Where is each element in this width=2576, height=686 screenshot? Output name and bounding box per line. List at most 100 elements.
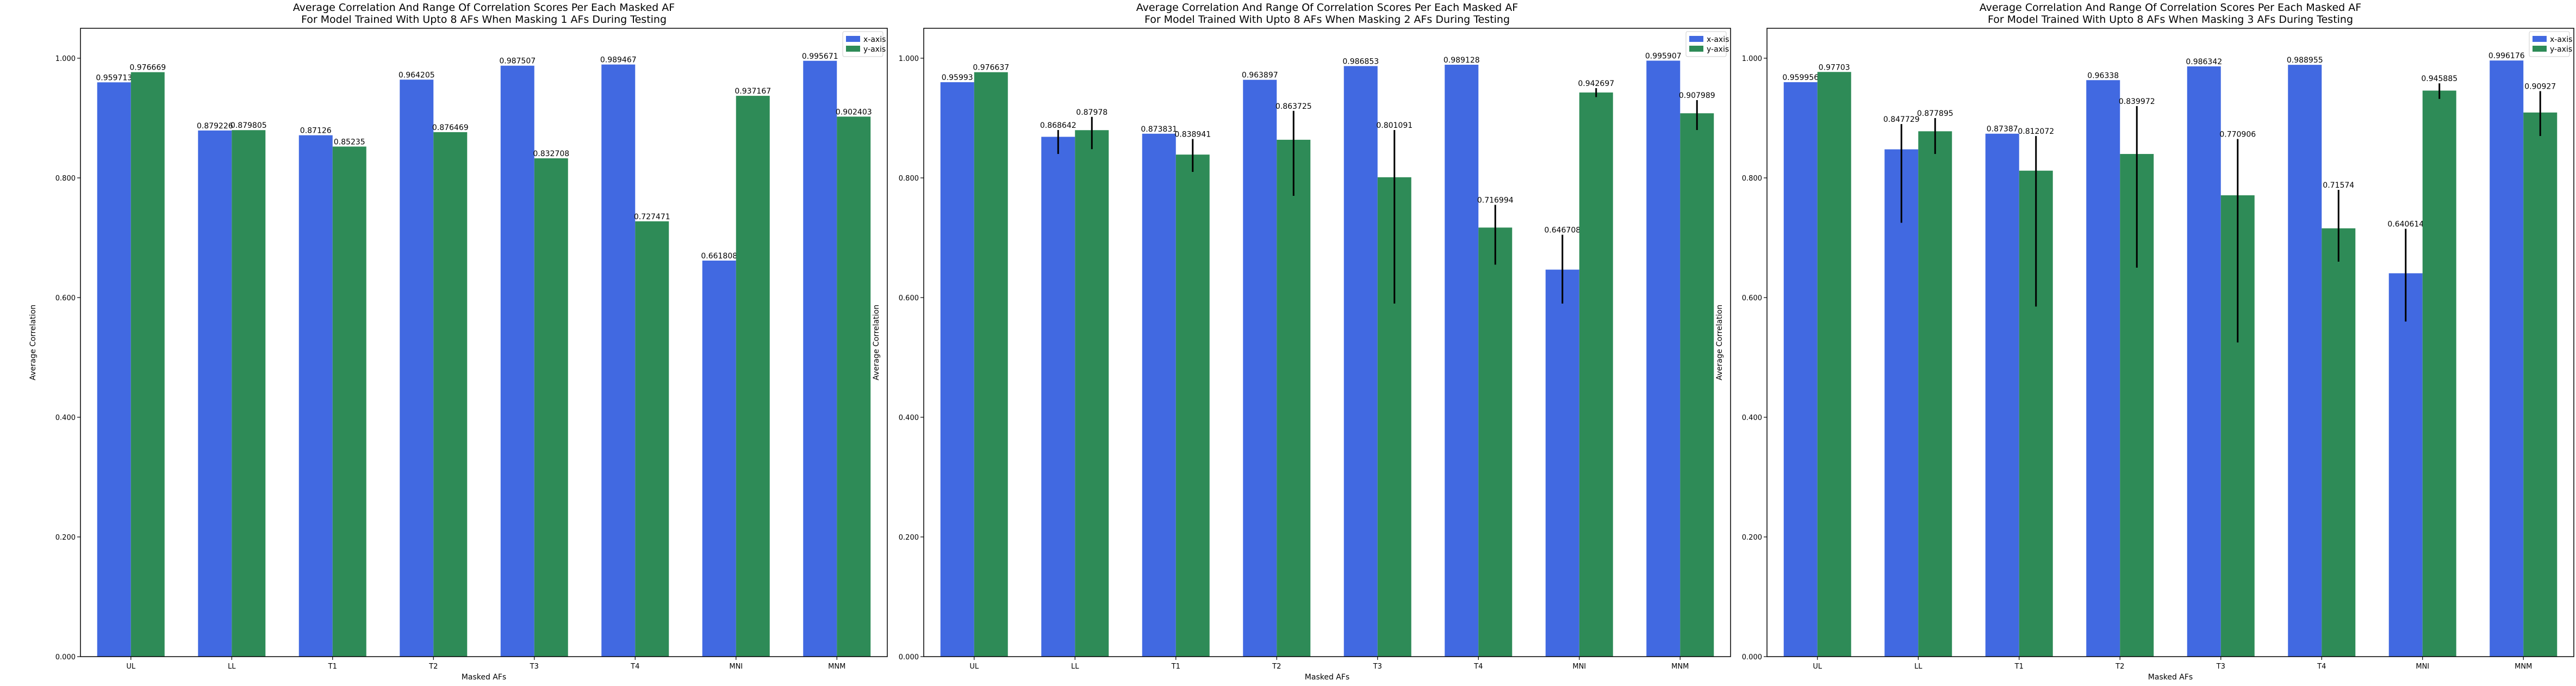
data-label-x-axis-UL: 0.959956: [1782, 73, 1819, 82]
bar-x-axis-T4: [2288, 65, 2322, 657]
legend-swatch-y-axis: [846, 46, 860, 52]
legend: x-axisy-axis: [843, 32, 886, 57]
x-axis-label: Masked AFs: [1305, 673, 1349, 682]
y-tick-label: 0.200: [55, 534, 76, 542]
data-label-x-axis-T1: 0.873831: [1141, 125, 1177, 134]
y-tick-label: 0.800: [55, 175, 76, 183]
bar-x-axis-T3: [1344, 66, 1378, 657]
y-tick-label: 0.800: [899, 175, 919, 183]
bar-x-axis-MNI: [702, 261, 736, 657]
legend-label-x-axis: x-axis: [1707, 35, 1729, 44]
data-label-y-axis-LL: 0.877895: [1917, 109, 1953, 118]
bar-y-axis-T4: [1478, 227, 1512, 657]
x-tick-label: LL: [1914, 663, 1922, 671]
bar-x-axis-T3: [501, 66, 534, 657]
x-tick-label: T3: [1373, 663, 1382, 671]
bar-x-axis-T1: [1142, 134, 1176, 657]
bar-x-axis-LL: [1884, 149, 1918, 657]
y-tick-label: 0.000: [899, 653, 919, 662]
data-label-x-axis-LL: 0.868642: [1040, 121, 1077, 130]
bar-y-axis-T3: [534, 158, 568, 657]
data-label-x-axis-LL: 0.879226: [197, 122, 233, 131]
bar-x-axis-MNM: [803, 61, 837, 657]
bar-y-axis-MNI: [736, 96, 770, 657]
bar-y-axis-LL: [1918, 131, 1952, 657]
y-tick-label: 0.400: [1742, 414, 1762, 422]
y-tick-label: 0.000: [55, 653, 76, 662]
chart-title-line-2: For Model Trained With Upto 8 AFs When M…: [1144, 14, 1510, 26]
data-label-x-axis-T4: 0.989128: [1443, 56, 1480, 65]
bar-y-axis-T1: [333, 146, 366, 657]
bar-x-axis-LL: [1041, 137, 1075, 657]
data-label-y-axis-MNM: 0.902403: [836, 108, 872, 116]
x-tick-label: T4: [630, 663, 639, 671]
bar-x-axis-UL: [1784, 82, 1818, 657]
data-label-x-axis-T2: 0.96338: [2087, 71, 2119, 80]
bar-y-axis-MNM: [1680, 113, 1714, 657]
bar-y-axis-MNM: [2523, 113, 2557, 657]
legend: x-axisy-axis: [1686, 32, 1729, 57]
y-tick-label: 0.600: [55, 294, 76, 302]
data-label-x-axis-MNM: 0.996176: [2488, 52, 2525, 60]
y-tick-label: 0.200: [899, 534, 919, 542]
data-label-y-axis-T2: 0.839972: [2119, 97, 2155, 106]
data-label-x-axis-UL: 0.959713: [96, 73, 132, 82]
bar-x-axis-T2: [1243, 80, 1277, 657]
bar-x-axis-T4: [601, 65, 635, 657]
data-label-y-axis-T3: 0.832708: [533, 150, 569, 158]
legend-label-x-axis: x-axis: [2550, 35, 2572, 44]
bar-y-axis-MNI: [2423, 91, 2456, 657]
x-tick-label: MNI: [729, 663, 743, 671]
bar-x-axis-T1: [1986, 134, 2019, 657]
x-tick-label: LL: [1071, 663, 1079, 671]
legend-swatch-y-axis: [1689, 46, 1703, 52]
x-tick-label: MNM: [1671, 663, 1689, 671]
legend-label-x-axis: x-axis: [863, 35, 886, 44]
data-label-y-axis-MNM: 0.907989: [1679, 91, 1715, 100]
legend-swatch-x-axis: [846, 36, 860, 42]
x-tick-label: T3: [2216, 663, 2225, 671]
bar-x-axis-T4: [1445, 65, 1478, 657]
bar-y-axis-MNI: [1579, 92, 1613, 657]
bar-y-axis-T1: [1176, 154, 1210, 657]
data-label-x-axis-T3: 0.987507: [499, 57, 536, 66]
x-tick-label: MNI: [1572, 663, 1586, 671]
y-tick-label: 0.600: [899, 294, 919, 302]
bar-y-axis-T4: [635, 221, 669, 657]
data-label-x-axis-T4: 0.989467: [600, 56, 637, 65]
data-label-y-axis-MNM: 0.90927: [2524, 83, 2556, 91]
bar-x-axis-UL: [941, 82, 974, 657]
y-tick-label: 1.000: [1742, 55, 1762, 63]
y-tick-label: 0.600: [1742, 294, 1762, 302]
data-label-x-axis-T2: 0.964205: [399, 71, 435, 79]
y-tick-label: 0.400: [899, 414, 919, 422]
y-tick-label: 1.000: [55, 55, 76, 63]
chart-panel-3: 0.9599560.8477290.873870.963380.9863420.…: [1715, 2, 2574, 682]
bar-x-axis-T2: [400, 79, 433, 657]
x-tick-label: MNM: [828, 663, 845, 671]
x-tick-label: T1: [328, 663, 337, 671]
x-tick-label: MNM: [2515, 663, 2532, 671]
data-label-y-axis-T2: 0.863725: [1275, 102, 1312, 111]
chart-title-line-1: Average Correlation And Range Of Correla…: [1136, 2, 1518, 14]
data-label-y-axis-T3: 0.801091: [1376, 121, 1413, 130]
data-label-y-axis-LL: 0.879805: [231, 121, 267, 130]
data-label-x-axis-T2: 0.963897: [1242, 71, 1278, 80]
data-label-y-axis-T1: 0.85235: [334, 138, 365, 146]
y-tick-label: 0.200: [1742, 534, 1762, 542]
data-label-y-axis-T4: 0.716994: [1477, 196, 1514, 205]
data-label-y-axis-T4: 0.71574: [2323, 181, 2354, 190]
data-label-y-axis-LL: 0.87978: [1076, 108, 1107, 117]
x-tick-label: T4: [2317, 663, 2326, 671]
bar-y-axis-T4: [2322, 228, 2355, 657]
bar-x-axis-T1: [299, 135, 333, 657]
bar-x-axis-MNM: [1646, 61, 1680, 657]
bar-x-axis-MNM: [2490, 60, 2523, 657]
x-tick-label: T3: [530, 663, 539, 671]
data-label-y-axis-UL: 0.976669: [129, 64, 166, 72]
data-label-y-axis-UL: 0.976637: [973, 64, 1009, 72]
bar-y-axis-T2: [1277, 140, 1310, 657]
x-tick-label: UL: [126, 663, 136, 671]
y-tick-label: 1.000: [899, 55, 919, 63]
